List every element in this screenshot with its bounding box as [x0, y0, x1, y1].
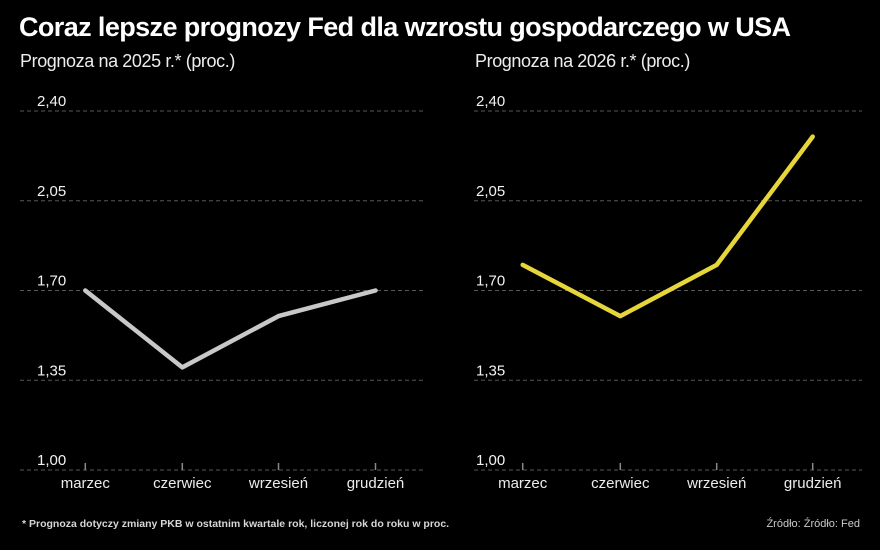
- x-axis-label: czerwiec: [153, 475, 212, 492]
- x-axis-label: czerwiec: [591, 475, 650, 492]
- y-axis-label: 1,00: [476, 452, 505, 469]
- y-axis-label: 1,00: [37, 452, 66, 469]
- y-axis-label: 1,70: [37, 273, 66, 290]
- x-axis-label: marzec: [498, 475, 548, 492]
- x-axis-label: wrzesień: [686, 475, 746, 492]
- chart-2026-section: Prognoza na 2026 r.* (proc.) 2,40 2,05 1,7…: [440, 48, 880, 508]
- line-chart-2025: 2,40 2,05 1,70 1,35 1,00 marzec czerwiec wrzesi…: [20, 93, 424, 492]
- footnote: * Prognoza dotyczy zmiany PKB w ostatnim…: [22, 518, 450, 530]
- y-axis-label: 1,35: [476, 362, 505, 379]
- x-axis-label: grudzień: [347, 475, 405, 492]
- y-axis-label: 2,40: [37, 93, 66, 110]
- x-axis-label: grudzień: [784, 475, 842, 492]
- y-axis-label: 2,40: [476, 93, 505, 110]
- source-credit: Źródło: Źródło: Fed: [766, 518, 860, 530]
- chart-2025-section: Prognoza na 2025 r.* (proc.) 2,40 2,05 1,7…: [0, 48, 440, 508]
- y-axis-label: 1,35: [37, 362, 66, 379]
- chart-2025-subtitle: Prognoza na 2025 r.* (proc.): [20, 51, 235, 71]
- chart-2026-subtitle: Prognoza na 2026 r.* (proc.): [475, 51, 690, 71]
- line-chart-2026: 2,40 2,05 1,70 1,35 1,00 marzec czerwiec wrzesi…: [474, 93, 862, 492]
- y-axis-label: 2,05: [476, 183, 505, 200]
- x-axis-label: marzec: [61, 475, 111, 492]
- data-line-2025: [83, 288, 378, 370]
- data-line-2026: [520, 134, 815, 319]
- x-axis-label: wrzesień: [248, 475, 308, 492]
- y-axis-label: 2,05: [37, 183, 66, 200]
- y-axis-label: 1,70: [476, 273, 505, 290]
- page-title: Coraz lepsze prognozy Fed dla wzrostu go…: [19, 12, 791, 42]
